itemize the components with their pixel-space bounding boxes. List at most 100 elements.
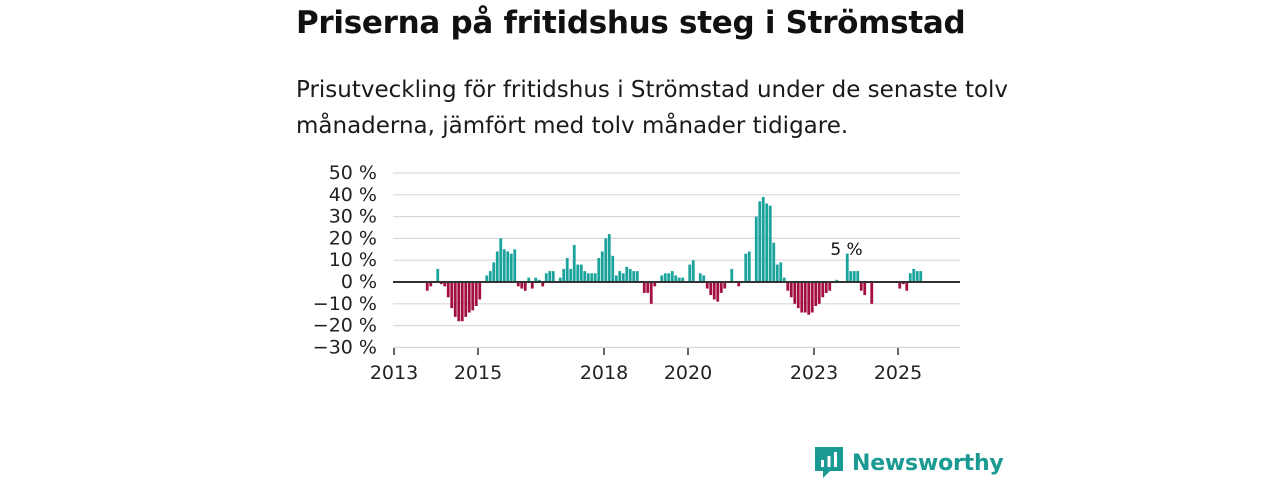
bar	[464, 282, 468, 317]
bar	[590, 273, 594, 282]
bar	[744, 253, 748, 282]
bar	[604, 238, 608, 282]
bar	[670, 271, 674, 282]
bar	[460, 282, 464, 322]
bar	[835, 279, 839, 282]
bar	[817, 282, 821, 304]
bar	[737, 282, 741, 287]
bar	[495, 251, 499, 282]
bar	[758, 201, 762, 282]
bar	[488, 271, 492, 282]
bar	[513, 249, 517, 282]
bar	[681, 277, 685, 282]
y-tick-label: 10 %	[329, 249, 377, 271]
bar	[509, 253, 513, 282]
bar	[586, 273, 590, 282]
bar	[450, 282, 454, 309]
bar	[425, 282, 429, 291]
bar	[618, 271, 622, 282]
bar	[705, 282, 709, 289]
bar	[821, 282, 825, 298]
bar	[747, 251, 751, 282]
bar	[796, 282, 800, 309]
bar	[807, 282, 811, 315]
bar	[898, 282, 902, 289]
bar	[443, 282, 447, 287]
bar	[579, 264, 583, 282]
bar	[849, 271, 853, 282]
y-axis-labels: 50 %40 %30 %20 %10 %0 %−10 %−20 %−30 %	[313, 162, 377, 358]
bar	[635, 271, 639, 282]
bar	[793, 282, 797, 304]
bar	[782, 277, 786, 282]
bar	[523, 282, 527, 291]
bar	[912, 268, 916, 282]
bar	[492, 262, 496, 282]
bar	[474, 282, 478, 306]
bar	[709, 282, 713, 296]
bar	[558, 277, 562, 282]
bar	[628, 268, 632, 282]
bar	[901, 282, 905, 285]
bar	[859, 282, 863, 291]
bar	[716, 282, 720, 302]
bar	[908, 273, 912, 282]
bar	[667, 273, 671, 282]
chart-subtitle: Prisutveckling för fritidshus i Strömsta…	[296, 77, 1009, 139]
bar	[814, 282, 818, 306]
bar	[915, 271, 919, 282]
bar	[824, 282, 828, 293]
bar	[723, 282, 727, 289]
bar	[653, 282, 657, 287]
bar-series	[425, 196, 923, 322]
bar	[677, 277, 681, 282]
brand-name: Newsworthy	[852, 450, 1004, 476]
bar	[919, 271, 923, 282]
bar	[562, 268, 566, 282]
x-axis-labels: 2013 2015 2018 2020 2023 2025	[370, 362, 922, 384]
bar	[649, 282, 653, 304]
bar	[754, 216, 758, 282]
bar	[852, 271, 856, 282]
bar	[775, 264, 779, 282]
bar	[803, 282, 807, 313]
bar	[537, 279, 541, 282]
x-tick-label: 2013	[370, 362, 418, 384]
y-tick-label: 50 %	[329, 162, 377, 184]
axes	[393, 281, 960, 355]
bar	[828, 282, 832, 291]
bar	[768, 205, 772, 282]
bar	[719, 282, 723, 293]
x-tick-label: 2015	[454, 362, 502, 384]
bar	[471, 282, 475, 311]
bar	[436, 268, 440, 282]
bar	[600, 251, 604, 282]
y-tick-label: −10 %	[313, 293, 377, 315]
bar-chart: 50 %40 %30 %20 %10 %0 %−10 %−20 %−30 % 2…	[313, 162, 960, 384]
bar	[632, 271, 636, 282]
bar	[583, 271, 587, 282]
bar	[502, 249, 506, 282]
bar	[761, 196, 765, 282]
bar	[625, 266, 629, 282]
bar	[551, 271, 555, 282]
bar	[772, 242, 776, 282]
bar	[527, 277, 531, 282]
bar	[439, 282, 443, 285]
bar	[863, 282, 867, 296]
y-tick-label: −20 %	[313, 315, 377, 337]
bar	[905, 282, 909, 291]
bar	[765, 203, 769, 282]
y-tick-label: 20 %	[329, 227, 377, 249]
bar	[576, 264, 580, 282]
bar	[856, 271, 860, 282]
bar	[646, 282, 650, 293]
bar	[548, 271, 552, 282]
bar	[789, 282, 793, 298]
bar	[520, 282, 524, 289]
y-tick-label: 30 %	[329, 206, 377, 228]
bar	[698, 273, 702, 282]
bar	[467, 282, 471, 313]
bar	[534, 277, 538, 282]
bar	[607, 234, 611, 282]
